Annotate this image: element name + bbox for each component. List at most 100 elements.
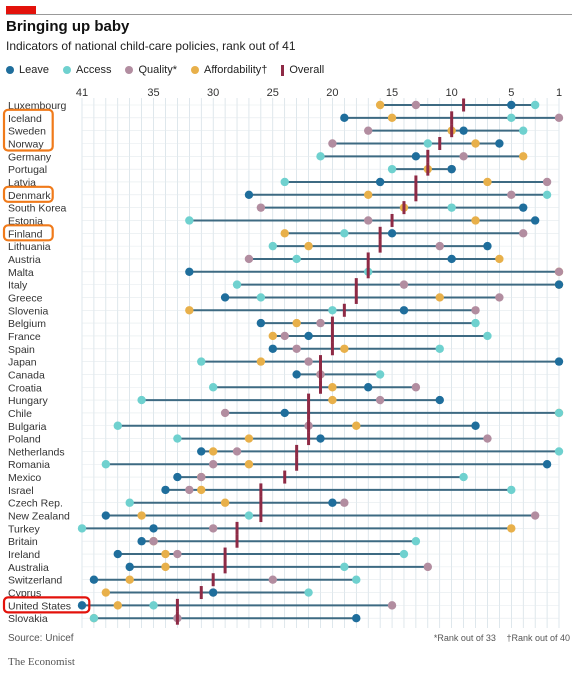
leave-dot	[519, 203, 528, 212]
country-label: Austria	[8, 254, 41, 266]
overall-marker	[378, 239, 382, 253]
access-dot	[411, 537, 421, 546]
access-dot	[352, 575, 361, 584]
chart-title: Bringing up baby	[6, 18, 130, 35]
affordability-dot	[352, 421, 361, 430]
overall-marker	[342, 303, 346, 317]
leave-dot	[89, 575, 99, 584]
quality-dot	[495, 293, 504, 302]
country-label: Iceland	[8, 113, 42, 125]
overall-marker	[426, 149, 430, 163]
leave-dot	[364, 383, 373, 392]
quality-dot	[328, 139, 337, 148]
access-dot	[244, 511, 254, 520]
country-label: United States	[8, 600, 71, 612]
country-label: Japan	[8, 357, 37, 369]
leave-dot	[268, 344, 277, 353]
affordability-dot	[197, 485, 206, 495]
access-dot	[113, 421, 122, 430]
quality-dot	[244, 254, 254, 264]
x-tick-label: 1	[556, 87, 562, 99]
legend-item-overall: Overall	[281, 64, 324, 76]
country-label: Israel	[8, 485, 34, 497]
overall-marker	[259, 483, 263, 497]
access-dot	[399, 549, 409, 559]
affordability-dot	[471, 216, 480, 225]
access-dot	[507, 113, 516, 123]
overall-marker	[175, 611, 179, 625]
access-dot	[328, 306, 337, 315]
leave-dot	[256, 318, 266, 328]
affordability-dot	[280, 229, 289, 238]
quality-dot	[197, 472, 206, 482]
country-label: Czech Rep.	[8, 498, 63, 510]
leave-dot	[161, 485, 170, 495]
x-tick-label: 5	[508, 87, 514, 99]
affordability-dot	[471, 139, 480, 148]
country-label: New Zealand	[8, 511, 70, 523]
leave-dot	[197, 447, 206, 456]
overall-marker	[211, 573, 215, 587]
quality-dot	[542, 177, 552, 187]
overall-marker	[307, 432, 311, 446]
chart-subtitle: Indicators of national child-care polici…	[6, 39, 296, 53]
quality-dot-icon	[125, 66, 134, 74]
country-label: Romania	[8, 459, 50, 471]
legend-label-quality: Quality*	[138, 64, 177, 76]
access-dot	[471, 318, 480, 328]
leave-dot	[113, 549, 122, 559]
leave-dot	[530, 216, 540, 225]
access-dot	[447, 203, 456, 212]
leave-dot	[399, 306, 409, 315]
overall-marker	[307, 419, 311, 433]
overall-marker	[414, 175, 418, 189]
quality-dot	[185, 485, 194, 495]
leave-dot	[208, 588, 218, 597]
quality-dot	[530, 511, 540, 520]
affordability-dot	[507, 524, 516, 533]
legend-label-affordability: Affordability†	[203, 64, 268, 76]
affordability-dot	[113, 601, 122, 610]
overall-marker	[235, 534, 239, 548]
quality-dot	[280, 331, 289, 341]
affordability-dot	[208, 447, 218, 456]
leave-dot	[411, 152, 421, 161]
affordability-dot	[340, 344, 349, 353]
quality-dot	[149, 537, 158, 546]
access-dot	[208, 383, 218, 392]
access-dot	[173, 434, 182, 443]
highlight-box	[2, 596, 91, 614]
country-label: Poland	[8, 434, 41, 446]
country-label: Spain	[8, 344, 35, 356]
overall-marker	[450, 111, 454, 125]
country-label: Mexico	[8, 472, 41, 484]
country-label: Italy	[8, 280, 28, 292]
overall-marker	[223, 560, 227, 574]
affordability-dot	[244, 434, 254, 443]
affordability-dot	[483, 177, 492, 187]
overall-marker	[426, 162, 430, 176]
overall-marker	[414, 188, 418, 202]
quality-dot	[364, 126, 373, 135]
quality-dot	[316, 318, 325, 328]
leave-dot	[280, 408, 289, 418]
affordability-dot	[220, 498, 230, 507]
quality-dot	[375, 395, 385, 405]
overall-marker	[462, 98, 466, 112]
country-label: Turkey	[8, 523, 40, 535]
country-label: Chile	[8, 408, 32, 420]
quality-dot	[364, 216, 373, 225]
country-label: Slovakia	[8, 613, 48, 625]
x-tick-label: 10	[446, 87, 458, 99]
access-dot	[435, 344, 444, 353]
country-label: Slovenia	[8, 305, 48, 317]
overall-marker	[330, 316, 334, 330]
source-note: Source: Unicef	[8, 633, 74, 644]
access-dot	[554, 447, 564, 456]
access-dot	[149, 601, 158, 610]
leave-dot	[328, 498, 337, 507]
access-dot	[137, 395, 146, 405]
overall-marker	[295, 457, 299, 471]
legend: Leave Access Quality* Affordability† Ove…	[6, 64, 338, 76]
x-tick-label: 20	[326, 87, 338, 99]
